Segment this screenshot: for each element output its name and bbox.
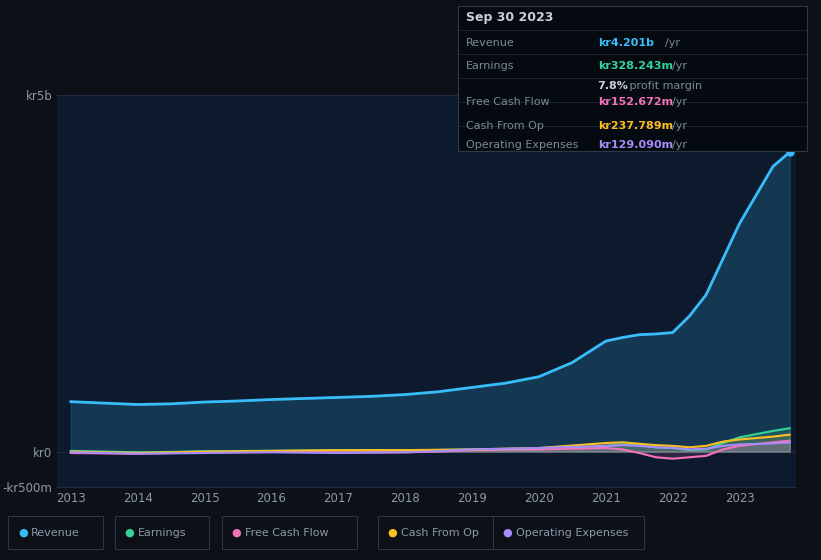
Text: ●: ● <box>18 528 28 538</box>
Text: Cash From Op: Cash From Op <box>466 121 544 130</box>
Text: kr237.789m: kr237.789m <box>598 121 673 130</box>
Text: /yr: /yr <box>672 61 686 71</box>
Text: Earnings: Earnings <box>466 61 515 71</box>
Text: kr4.201b: kr4.201b <box>598 38 654 48</box>
Text: /yr: /yr <box>672 139 686 150</box>
Text: /yr: /yr <box>672 121 686 130</box>
Text: ●: ● <box>125 528 135 538</box>
Text: Cash From Op: Cash From Op <box>401 528 479 538</box>
Text: Revenue: Revenue <box>466 38 515 48</box>
Text: Earnings: Earnings <box>138 528 186 538</box>
Text: Operating Expenses: Operating Expenses <box>466 139 579 150</box>
Text: /yr: /yr <box>672 97 686 108</box>
Text: ●: ● <box>388 528 397 538</box>
Text: Operating Expenses: Operating Expenses <box>516 528 628 538</box>
Text: /yr: /yr <box>665 38 680 48</box>
Point <box>783 148 796 157</box>
Text: Revenue: Revenue <box>31 528 80 538</box>
Text: 7.8%: 7.8% <box>598 81 629 91</box>
Text: ●: ● <box>232 528 241 538</box>
Text: profit margin: profit margin <box>626 81 702 91</box>
Text: ●: ● <box>502 528 512 538</box>
Text: Sep 30 2023: Sep 30 2023 <box>466 11 553 25</box>
Text: kr129.090m: kr129.090m <box>598 139 673 150</box>
Text: kr328.243m: kr328.243m <box>598 61 672 71</box>
Text: Free Cash Flow: Free Cash Flow <box>245 528 328 538</box>
Text: kr152.672m: kr152.672m <box>598 97 673 108</box>
Text: Free Cash Flow: Free Cash Flow <box>466 97 550 108</box>
